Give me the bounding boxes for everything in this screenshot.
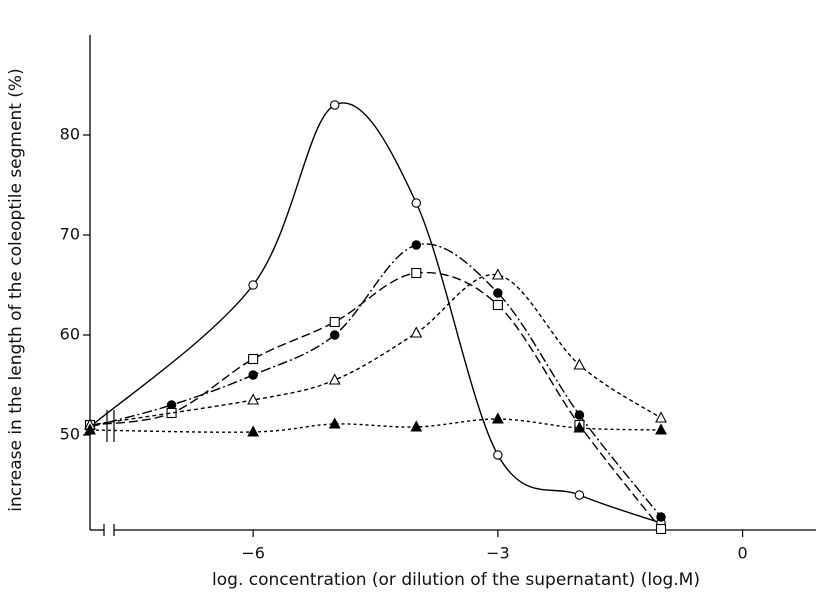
- marker: [655, 411, 667, 423]
- marker: [491, 412, 504, 424]
- marker: [247, 393, 260, 405]
- marker: [492, 299, 503, 311]
- marker: [573, 358, 586, 370]
- marker: [655, 523, 667, 535]
- marker: [493, 288, 503, 298]
- y-tick-label: 70: [60, 225, 80, 244]
- marker: [411, 267, 422, 279]
- x-tick-label: −6: [241, 544, 265, 563]
- y-tick-label: 80: [60, 125, 80, 144]
- x-tick-label: 0: [737, 544, 747, 563]
- marker: [410, 420, 423, 432]
- series-line: [89, 274, 662, 426]
- marker: [328, 417, 341, 429]
- marker: [329, 100, 340, 110]
- series-line: [89, 102, 662, 524]
- marker: [329, 330, 340, 340]
- marker: [248, 280, 258, 290]
- marker: [166, 400, 177, 410]
- marker: [573, 421, 586, 433]
- series-line: [89, 243, 662, 518]
- y-axis-label: increase in the length of the coleoptile…: [6, 68, 26, 511]
- marker: [655, 423, 667, 435]
- marker: [411, 198, 422, 208]
- marker: [410, 326, 423, 338]
- marker: [328, 373, 341, 385]
- marker: [84, 423, 96, 435]
- series-line: [89, 418, 662, 433]
- marker: [574, 490, 585, 500]
- marker: [491, 268, 504, 280]
- y-tick-label: 50: [60, 425, 80, 444]
- marker: [493, 450, 503, 460]
- marker: [329, 316, 340, 328]
- x-tick-label: −3: [486, 544, 510, 563]
- marker: [574, 410, 585, 420]
- x-axis-label: log. concentration (or dilution of the s…: [212, 570, 700, 590]
- marker: [656, 512, 666, 522]
- y-tick-label: 60: [60, 325, 80, 344]
- marker: [248, 353, 259, 365]
- marker: [411, 240, 422, 250]
- series-line: [89, 271, 662, 530]
- marker: [248, 370, 258, 380]
- marker: [247, 425, 260, 437]
